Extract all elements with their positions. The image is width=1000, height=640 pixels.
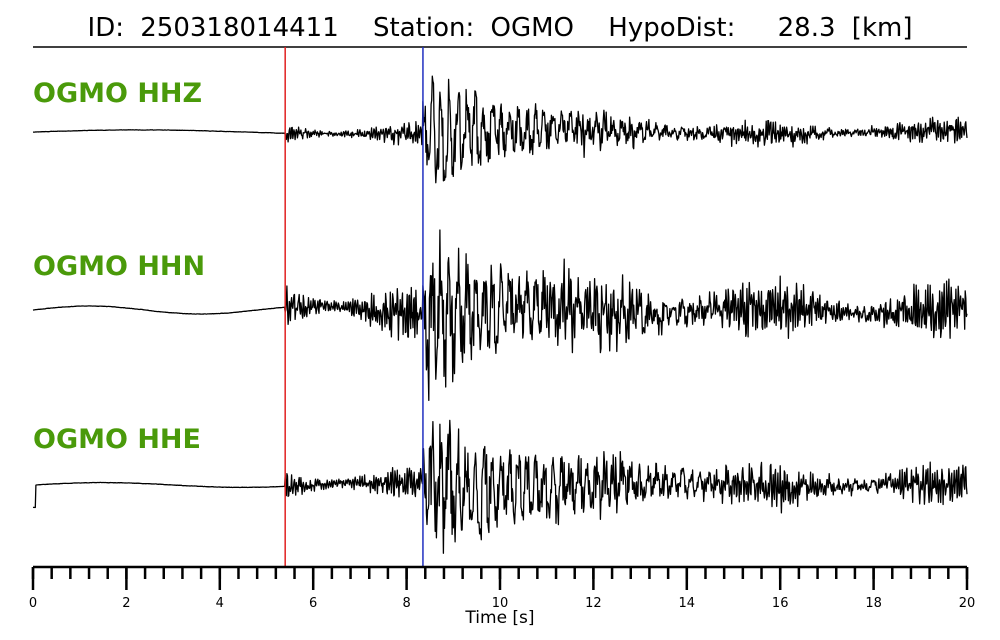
- channel-label-ogmo-hhz: OGMO HHZ: [33, 78, 202, 109]
- hypodist-value: 28.3: [778, 13, 836, 43]
- figure-title: ID: 250318014411 Station: OGMO HypoDist:…: [88, 13, 913, 43]
- tick-label: 20: [959, 596, 976, 611]
- pick-layer: [284, 47, 424, 567]
- station-label: Station:: [373, 13, 474, 43]
- hypodist-unit: [km]: [852, 13, 913, 43]
- trace-ogmo-hhn: [32, 229, 968, 402]
- hypodist-label: HypoDist:: [608, 13, 735, 43]
- event-id-value: 250318014411: [140, 13, 339, 43]
- tick-label: 10: [492, 596, 509, 611]
- tick-label: 6: [309, 596, 317, 611]
- trace-ogmo-hhe: [32, 419, 968, 554]
- tick-label: 16: [772, 596, 789, 611]
- channel-label-ogmo-hhn: OGMO HHN: [33, 251, 205, 282]
- tick-label: 0: [29, 596, 37, 611]
- time-axis-label: Time [s]: [464, 608, 534, 628]
- trace-layer: OGMO HHZ OGMO HHN OGMO HHE: [32, 75, 968, 554]
- station-value: OGMO: [491, 13, 575, 43]
- tick-label: 14: [679, 596, 696, 611]
- tick-label: 2: [122, 596, 130, 611]
- tick-label: 4: [216, 596, 224, 611]
- tick-label: 12: [585, 596, 602, 611]
- trace-ogmo-hhz: [32, 75, 968, 184]
- time-axis: 0 2 4 6 8 10 12 14 16 18 20: [29, 565, 976, 611]
- channel-label-ogmo-hhe: OGMO HHE: [33, 424, 201, 455]
- event-id-label: ID:: [88, 13, 124, 43]
- tick-label: 18: [865, 596, 882, 611]
- tick-label: 8: [402, 596, 410, 611]
